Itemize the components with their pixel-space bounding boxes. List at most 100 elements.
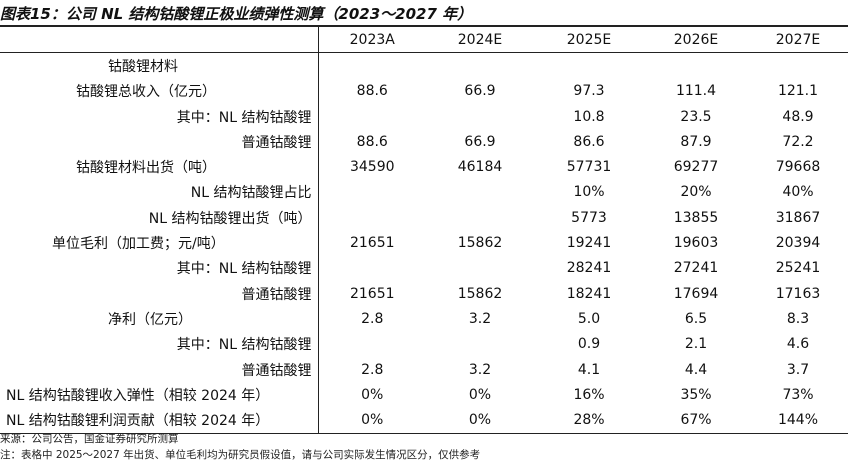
cell: 28241: [566, 260, 612, 277]
cell: 0%: [468, 386, 492, 403]
cell: 20394: [775, 235, 821, 252]
row-label: 普通钴酸锂: [0, 129, 319, 155]
cell: 4.6: [786, 336, 810, 353]
cell: 48.9: [782, 108, 814, 125]
table-row: NL 结构钴酸锂收入弹性（相较 2024 年） 0% 0% 16% 35% 73…: [0, 382, 848, 408]
cell: 19603: [673, 235, 719, 252]
row-label: 钴酸锂总收入（亿元）: [0, 78, 319, 104]
forecast-table: 2023A 2024E 2025E 2026E 2027E 钴酸锂材料 钴酸锂总…: [0, 27, 848, 434]
cell: 66.9: [464, 83, 496, 100]
cell: 66.9: [464, 133, 496, 150]
table-title: 图表15：公司 NL 结构钴酸锂正极业绩弹性测算（2023～2027 年）: [0, 5, 473, 23]
cell: [426, 180, 534, 205]
cell: 67%: [644, 407, 748, 434]
header-cell-2026e: 2026E: [644, 27, 748, 54]
cell: 3.2: [468, 361, 492, 378]
cell: [534, 53, 644, 79]
cell: 10%: [573, 184, 605, 201]
cell: 28%: [534, 407, 644, 434]
table-row: 钴酸锂材料: [0, 52, 848, 79]
cell: [318, 180, 426, 205]
table-row: 普通钴酸锂 21651 15862 18241 17694 17163: [0, 280, 848, 307]
cell: 4.1: [577, 361, 601, 378]
row-label: NL 结构钴酸锂利润贡献（相较 2024 年）: [0, 407, 319, 434]
row-label: 其中：NL 结构钴酸锂: [0, 331, 319, 357]
cell: 2.1: [684, 336, 708, 353]
cell: 86.6: [573, 133, 605, 150]
cell: 10.8: [573, 108, 605, 125]
cell: 27241: [673, 260, 719, 277]
cell: 13855: [673, 209, 719, 226]
row-label: NL 结构钴酸锂出货（吨）: [0, 205, 319, 231]
table-row: NL 结构钴酸锂占比 10% 20% 40%: [0, 179, 848, 206]
cell: 19241: [566, 235, 612, 252]
cell: 3.2: [468, 310, 492, 327]
cell: 8.3: [786, 310, 810, 327]
table-row: 普通钴酸锂 88.6 66.9 86.6 87.9 72.2: [0, 129, 848, 155]
remark-note: 注：表格中 2025～2027 年出货、单位毛利均为研究员假设值，请与公司实际发…: [0, 449, 481, 461]
cell: 15862: [457, 235, 503, 252]
table-row: 其中：NL 结构钴酸锂 10.8 23.5 48.9: [0, 103, 848, 130]
source-note: 来源：公司公告，国金证券研究所测算: [0, 433, 179, 445]
cell: 57731: [566, 159, 612, 176]
row-label: 单位毛利（加工费；元/吨）: [0, 230, 319, 256]
cell: [644, 53, 748, 79]
cell: 4.4: [684, 361, 708, 378]
cell: 18241: [566, 285, 612, 302]
header-cell-2024e: 2024E: [426, 27, 534, 54]
header-row: 2023A 2024E 2025E 2026E 2027E: [0, 27, 848, 54]
cell: 21651: [349, 235, 395, 252]
cell: 20%: [680, 184, 712, 201]
cell: 88.6: [356, 83, 388, 100]
cell: 87.9: [680, 133, 712, 150]
row-label: 钴酸锂材料: [0, 52, 319, 79]
cell: [426, 53, 534, 79]
cell: 2.8: [361, 361, 384, 378]
cell: [426, 332, 534, 357]
cell: 31867: [775, 209, 821, 226]
cell: [426, 256, 534, 281]
header-cell-2023a: 2023A: [318, 27, 426, 54]
cell: [318, 205, 426, 230]
cell: 15862: [457, 285, 503, 302]
header-cell-2027e: 2027E: [748, 27, 848, 54]
cell: 3.7: [786, 361, 810, 378]
cell: 40%: [782, 184, 814, 201]
notes: 来源：公司公告，国金证券研究所测算 注：表格中 2025～2027 年出货、单位…: [0, 431, 848, 463]
row-label: 净利（亿元）: [0, 306, 319, 332]
cell: 69277: [673, 159, 719, 176]
table-row: NL 结构钴酸锂利润贡献（相较 2024 年） 0% 0% 28% 67% 14…: [0, 407, 848, 434]
cell: 5773: [571, 209, 607, 226]
table-row: 钴酸锂总收入（亿元） 88.6 66.9 97.3 111.4 121.1: [0, 78, 848, 104]
cell: [426, 205, 534, 230]
top-rule: [0, 25, 848, 27]
cell: [318, 53, 426, 79]
table-row: 其中：NL 结构钴酸锂 28241 27241 25241: [0, 255, 848, 281]
cell: 35%: [680, 386, 712, 403]
cell: [748, 53, 848, 79]
cell: 97.3: [573, 83, 605, 100]
header-cell-label: [0, 27, 319, 54]
row-label: 普通钴酸锂: [0, 356, 319, 383]
table-row: NL 结构钴酸锂出货（吨） 5773 13855 31867: [0, 205, 848, 231]
cell: 111.4: [675, 83, 717, 100]
cell: 0%: [318, 407, 426, 434]
table-row: 其中：NL 结构钴酸锂 0.9 2.1 4.6: [0, 331, 848, 357]
cell: [318, 256, 426, 281]
cell: 88.6: [356, 133, 388, 150]
cell: 17163: [775, 285, 821, 302]
row-label: NL 结构钴酸锂占比: [0, 179, 319, 206]
table-row: 单位毛利（加工费；元/吨） 21651 15862 19241 19603 20…: [0, 230, 848, 256]
cell: 0%: [361, 386, 384, 403]
cell: 21651: [349, 285, 395, 302]
row-label: 其中：NL 结构钴酸锂: [0, 103, 319, 130]
cell: [318, 332, 426, 357]
cell: 46184: [457, 159, 503, 176]
table-row: 净利（亿元） 2.8 3.2 5.0 6.5 8.3: [0, 306, 848, 332]
cell: 6.5: [684, 310, 708, 327]
cell: 17694: [673, 285, 719, 302]
cell: 25241: [775, 260, 821, 277]
table-row: 普通钴酸锂 2.8 3.2 4.1 4.4 3.7: [0, 356, 848, 383]
cell: [426, 104, 534, 129]
row-label: NL 结构钴酸锂收入弹性（相较 2024 年）: [0, 382, 319, 408]
